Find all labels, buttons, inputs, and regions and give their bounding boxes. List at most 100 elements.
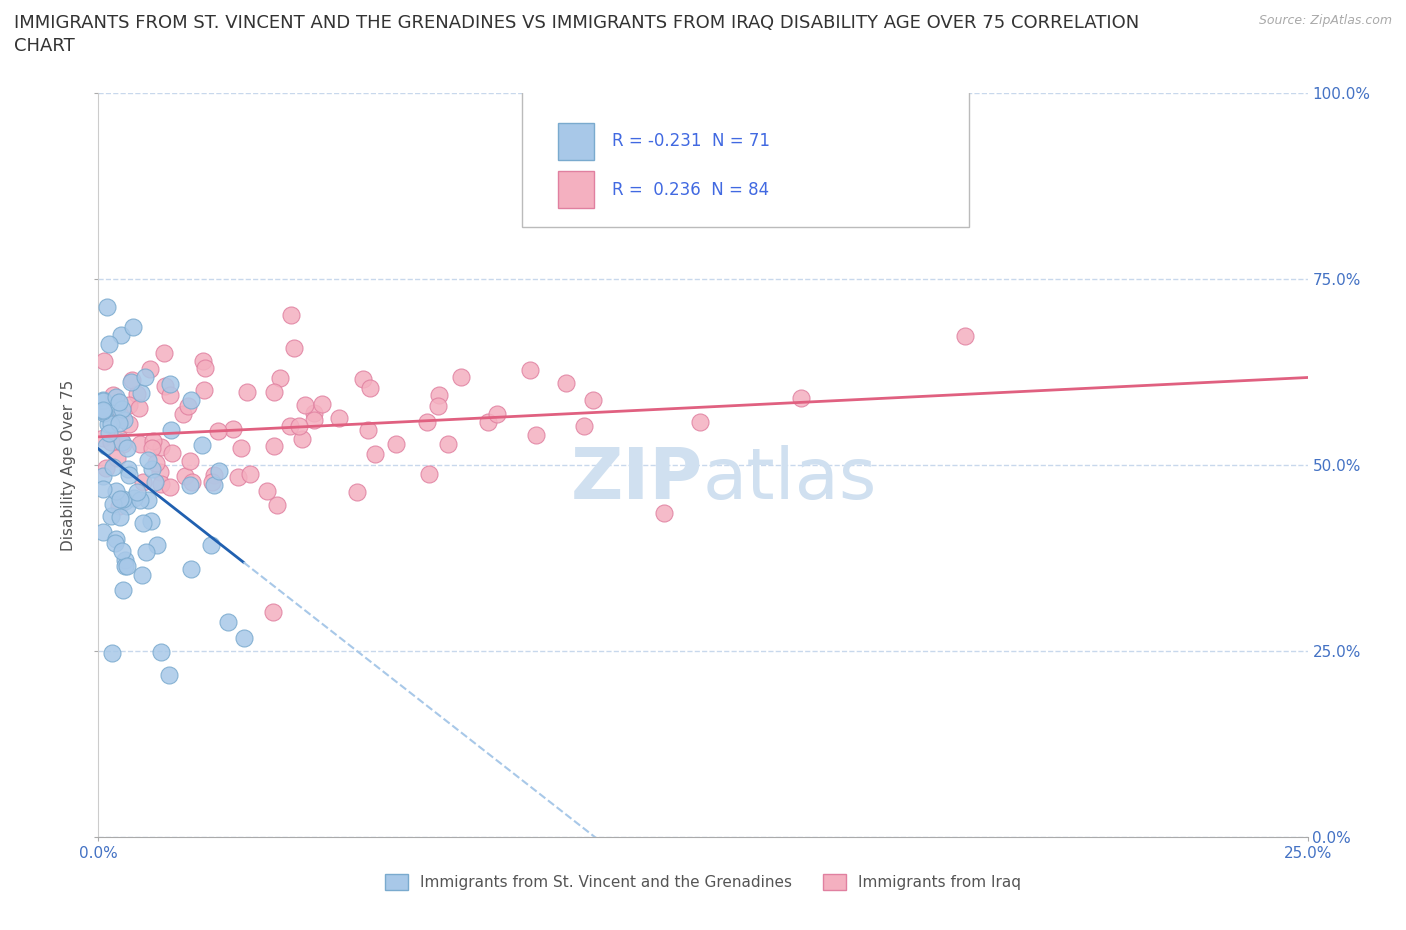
Point <box>115 441 138 456</box>
Point <box>91 481 114 496</box>
Point <box>222 421 245 436</box>
Point <box>132 515 155 530</box>
Point <box>554 376 576 391</box>
Point <box>450 369 472 384</box>
Y-axis label: Disability Age Over 75: Disability Age Over 75 <box>60 379 76 551</box>
Point <box>689 415 711 430</box>
Point <box>357 422 380 437</box>
Point <box>217 614 239 629</box>
Point <box>180 474 202 489</box>
Point <box>149 465 172 480</box>
Point <box>105 450 128 465</box>
Point <box>291 432 314 446</box>
Point <box>110 432 132 446</box>
Point <box>97 425 120 440</box>
Point <box>232 631 254 645</box>
Point <box>108 416 131 431</box>
Point <box>111 434 134 449</box>
Point <box>278 418 301 433</box>
Point <box>132 475 155 490</box>
Point <box>436 437 458 452</box>
Point <box>519 362 541 377</box>
FancyBboxPatch shape <box>522 86 969 227</box>
Point <box>139 514 162 529</box>
Point <box>128 436 150 451</box>
Point <box>112 436 135 451</box>
Point <box>136 493 159 508</box>
Point <box>108 510 131 525</box>
Point <box>91 392 114 407</box>
Point <box>226 470 249 485</box>
Point <box>174 468 197 483</box>
Point <box>105 390 128 405</box>
Bar <box>558 123 595 160</box>
Point <box>91 404 114 418</box>
Point <box>256 484 278 498</box>
Point <box>235 384 257 399</box>
Point <box>114 552 136 567</box>
Legend: Immigrants from St. Vincent and the Grenadines, Immigrants from Iraq: Immigrants from St. Vincent and the Gren… <box>380 868 1026 897</box>
Point <box>262 604 284 619</box>
Point <box>93 353 115 368</box>
Point <box>141 441 163 456</box>
Point <box>101 388 124 403</box>
Point <box>263 439 285 454</box>
Point <box>135 545 157 560</box>
Point <box>118 398 141 413</box>
Point <box>239 466 262 481</box>
Point <box>91 525 114 539</box>
Point <box>193 383 215 398</box>
Point <box>120 375 142 390</box>
Point <box>207 423 229 438</box>
Point <box>121 372 143 387</box>
Point <box>153 379 176 393</box>
Point <box>191 437 214 452</box>
Point <box>288 418 311 433</box>
Point <box>572 418 595 433</box>
Point <box>146 538 169 552</box>
Point <box>111 492 134 507</box>
Point <box>100 435 122 450</box>
Point <box>582 392 605 407</box>
Point <box>208 463 231 478</box>
Point <box>138 362 160 377</box>
Point <box>304 412 326 427</box>
Point <box>122 320 145 335</box>
Text: R = -0.231  N = 71: R = -0.231 N = 71 <box>613 132 770 151</box>
Point <box>159 376 181 391</box>
Point <box>107 498 129 513</box>
Point <box>96 460 118 475</box>
Point <box>97 337 120 352</box>
Point <box>118 417 141 432</box>
Point <box>179 477 201 492</box>
Point <box>100 417 122 432</box>
Point <box>150 439 173 454</box>
Point <box>201 474 224 489</box>
Point <box>416 415 439 430</box>
Point <box>122 490 145 505</box>
Text: IMMIGRANTS FROM ST. VINCENT AND THE GRENADINES VS IMMIGRANTS FROM IRAQ DISABILIT: IMMIGRANTS FROM ST. VINCENT AND THE GREN… <box>14 14 1139 32</box>
Point <box>108 395 131 410</box>
Point <box>176 399 198 414</box>
Point <box>134 370 156 385</box>
Point <box>145 456 167 471</box>
Point <box>229 440 252 455</box>
Point <box>118 468 141 483</box>
Point <box>172 406 194 421</box>
Point <box>91 393 114 408</box>
Point <box>114 559 136 574</box>
Point <box>100 645 122 660</box>
Point <box>159 387 181 402</box>
Point <box>200 538 222 552</box>
Point <box>385 436 408 451</box>
Point <box>100 509 122 524</box>
Point <box>101 459 124 474</box>
Point <box>142 433 165 448</box>
Point <box>204 468 226 483</box>
Point <box>328 410 350 425</box>
Point <box>153 346 176 361</box>
Point <box>180 562 202 577</box>
Bar <box>558 171 595 208</box>
Point <box>105 399 128 414</box>
Point <box>204 478 226 493</box>
